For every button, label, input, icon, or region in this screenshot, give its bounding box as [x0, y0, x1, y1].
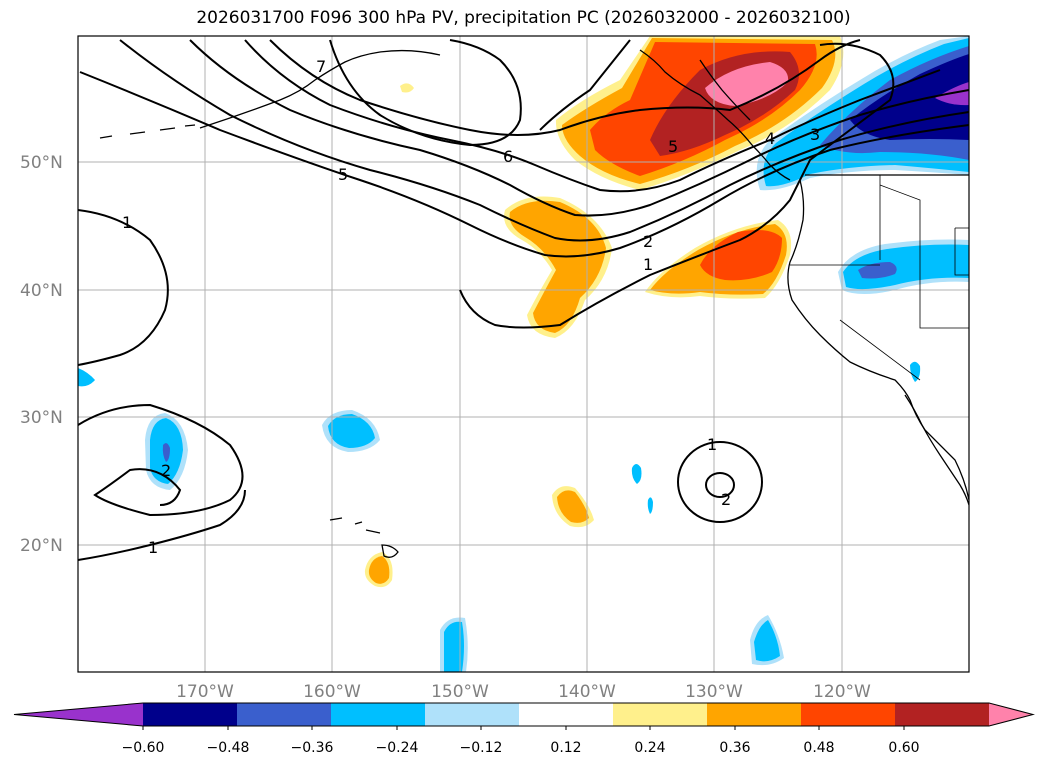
lat-tick-label: 40°N	[20, 281, 63, 301]
lat-tick-label: 20°N	[20, 536, 63, 556]
pv-contour	[269, 39, 861, 136]
pv-contour	[244, 39, 941, 193]
alaska-coast	[199, 49, 441, 129]
longitude-labels: 170°W 160°W 150°W 140°W 130°W 120°W	[176, 682, 871, 702]
colorbar-tick-label: 0.36	[719, 740, 750, 756]
gridlines	[78, 36, 969, 672]
map-frame	[77, 35, 970, 673]
coastlines	[99, 49, 969, 558]
lon-tick-label: 120°W	[813, 682, 871, 702]
precip-positive-central	[509, 200, 606, 333]
hawaii-islands	[329, 517, 399, 558]
baja-coast	[904, 394, 969, 506]
colorbar-extend-min	[14, 703, 143, 726]
lat-tick-label: 50°N	[20, 153, 63, 173]
colorbar-tick-label: 0.24	[634, 740, 665, 756]
pv-label: 1	[707, 435, 717, 454]
colorbar-tick-label: 0.12	[550, 740, 581, 756]
colorbar-segment	[707, 703, 802, 726]
precip-negative-small	[647, 497, 653, 514]
colorbar-tick-label: −0.48	[207, 740, 250, 756]
precip-fill-layer	[78, 36, 969, 672]
lat-tick-label: 30°N	[20, 408, 63, 428]
aleutian-islands	[99, 124, 196, 139]
pv-label: 1	[148, 538, 158, 557]
pv-contour	[119, 39, 969, 242]
pv-contour	[459, 42, 895, 329]
colorbar-tick-label: −0.12	[460, 740, 503, 756]
colorbar-segment	[519, 703, 614, 726]
colorbar-segment	[895, 703, 990, 726]
pv-label: 3	[810, 125, 820, 144]
precip-positive-hawaii	[368, 556, 390, 584]
map-title: 2026031700 F096 300 hPa PV, precipitatio…	[196, 8, 851, 28]
pv-label: 7	[316, 57, 326, 76]
colorbar-segment	[237, 703, 332, 726]
colorbar-tick-label: 0.48	[803, 740, 834, 756]
pv-label: 4	[765, 129, 775, 148]
precip-negative-ne	[850, 54, 969, 140]
precip-negative-small	[754, 620, 780, 662]
map-plot-area: 1 1 1 1 2 2 2 3 4 5 5 6 7	[78, 36, 969, 672]
colorbar-segment	[613, 703, 708, 726]
colorbar-tick-label: 0.60	[888, 740, 919, 756]
pv-contour	[78, 403, 244, 517]
colorbar-tick-label: −0.36	[291, 740, 334, 756]
pv-contour	[79, 71, 969, 258]
us-west-coast	[787, 179, 969, 501]
colorbar-extend-max	[989, 703, 1033, 726]
colorbar-segment	[425, 703, 520, 726]
colorbar-segment	[143, 703, 238, 726]
lon-tick-label: 170°W	[176, 682, 234, 702]
precip-negative-small	[78, 368, 95, 387]
precip-positive-small	[557, 490, 589, 523]
precip-positive-small	[400, 83, 414, 93]
pv-label: 2	[161, 461, 171, 480]
pv-label: 6	[503, 147, 513, 166]
pv-label: 5	[668, 137, 678, 156]
colorbar-tick-label: −0.60	[122, 740, 165, 756]
lon-tick-label: 140°W	[558, 682, 616, 702]
colorbar-tick-label: −0.24	[376, 740, 419, 756]
precip-positive-coast	[700, 230, 782, 281]
pv-contour	[78, 209, 169, 366]
pv-contours	[78, 39, 969, 561]
precip-negative-west	[162, 443, 170, 462]
precip-negative-small	[910, 361, 921, 382]
pv-contour	[329, 39, 522, 147]
colorbar-segment	[801, 703, 896, 726]
lon-tick-label: 160°W	[303, 682, 361, 702]
pv-label: 1	[122, 213, 132, 232]
lon-tick-label: 150°W	[431, 682, 489, 702]
colorbar-tick-labels: −0.60 −0.48 −0.36 −0.24 −0.12 0.12 0.24 …	[122, 740, 920, 756]
pv-label: 5	[338, 165, 348, 184]
latitude-labels: 20°N 30°N 40°N 50°N	[20, 153, 63, 556]
pv-contour	[539, 39, 631, 131]
precip-negative-small	[328, 414, 375, 448]
pv-contour	[705, 472, 735, 498]
precip-negative-small	[631, 464, 642, 484]
pv-label: 1	[643, 255, 653, 274]
alaska-panhandle-coast	[639, 49, 791, 181]
pv-label: 2	[643, 232, 653, 251]
precip-negative-land	[858, 262, 897, 279]
pv-contour	[78, 489, 246, 561]
pv-label: 2	[721, 490, 731, 509]
bc-coast	[699, 59, 751, 121]
state-borders	[790, 175, 969, 381]
lon-tick-label: 130°W	[685, 682, 743, 702]
precip-negative-small	[444, 621, 464, 672]
colorbar-segment	[331, 703, 426, 726]
pv-contour-labels: 1 1 1 1 2 2 2 3 4 5 5 6 7	[122, 57, 820, 557]
pv-contour	[677, 441, 763, 523]
colorbar	[13, 702, 1035, 730]
pv-contour	[189, 39, 969, 217]
